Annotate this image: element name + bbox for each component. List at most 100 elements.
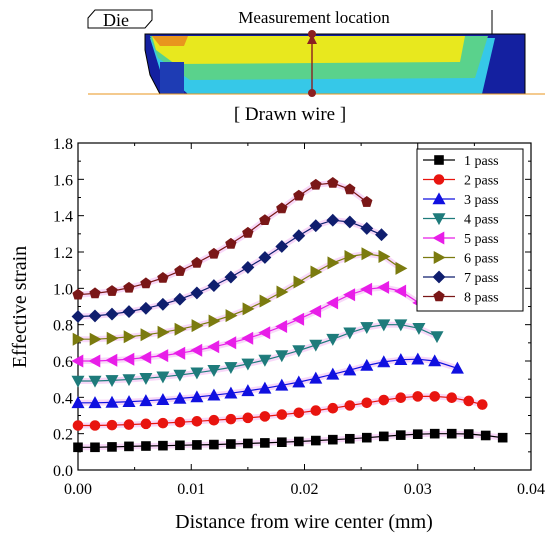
data-point — [309, 304, 322, 318]
data-point — [124, 441, 134, 452]
legend-marker — [432, 231, 445, 245]
legend-marker — [432, 213, 446, 226]
data-point — [277, 437, 287, 448]
data-point — [360, 221, 374, 235]
data-point — [190, 286, 204, 300]
data-point — [105, 353, 118, 367]
data-point — [260, 438, 270, 448]
series-4 — [71, 319, 444, 388]
data-point — [88, 396, 102, 409]
data-point — [429, 428, 440, 439]
data-point — [326, 333, 340, 346]
y-tick-label: 1.0 — [53, 281, 73, 298]
data-point — [309, 371, 323, 384]
data-point — [241, 358, 255, 371]
data-point — [209, 439, 219, 450]
data-point — [292, 345, 306, 358]
data-point — [275, 319, 288, 334]
data-point — [88, 354, 101, 368]
data-point — [71, 396, 85, 409]
data-point — [411, 352, 425, 365]
data-point — [276, 409, 288, 420]
data-point — [326, 213, 340, 227]
y-tick-label: 1.8 — [53, 136, 73, 153]
data-point — [89, 287, 101, 299]
chart: 0.00.20.40.60.81.01.21.41.61.8 0.00 0.01 0… — [9, 136, 545, 533]
data-point — [173, 346, 186, 360]
data-point — [275, 378, 289, 391]
data-point — [497, 432, 508, 443]
data-point — [361, 247, 374, 261]
data-point — [343, 327, 357, 340]
data-point — [224, 336, 237, 350]
data-point — [106, 419, 118, 431]
data-point — [191, 319, 204, 333]
data-point — [139, 301, 153, 315]
x-tick-label: 0.04 — [517, 481, 545, 498]
data-point — [156, 349, 169, 363]
legend-item: 2 pass — [423, 174, 499, 189]
data-point — [360, 282, 373, 296]
data-point — [123, 281, 135, 293]
y-tick-label: 0.2 — [53, 427, 73, 444]
data-point — [360, 322, 374, 335]
legend-marker — [432, 192, 446, 205]
legend-marker — [433, 174, 445, 185]
data-point — [242, 412, 254, 424]
data-point — [157, 325, 170, 339]
y-tick-label: 0.6 — [53, 354, 73, 371]
data-point — [361, 432, 372, 443]
data-point — [377, 319, 391, 332]
y-axis-ticks: 0.0 0.2 0.4 0.6 0.8 1.0 1.2 1.4 1.6 1.8 — [53, 136, 531, 480]
data-point — [123, 330, 136, 344]
data-point — [412, 391, 424, 402]
data-point — [394, 319, 408, 332]
contour-dark-corner — [160, 62, 184, 94]
data-point — [141, 441, 151, 451]
data-point — [242, 302, 255, 316]
data-point — [224, 270, 238, 284]
x-axis-ticks: 0.00 0.01 0.02 0.03 0.04 — [64, 143, 545, 498]
data-point — [140, 328, 153, 342]
data-point — [224, 386, 238, 399]
data-point — [190, 367, 204, 380]
legend-label: 8 pass — [464, 291, 499, 306]
data-point — [173, 292, 187, 306]
x-axis-label: Distance from wire center (mm) — [175, 511, 433, 533]
x-tick-label: 0.00 — [64, 481, 92, 498]
data-point — [344, 400, 356, 411]
series-6 — [72, 247, 408, 346]
data-point — [412, 322, 426, 335]
y-tick-label: 1.6 — [53, 172, 73, 189]
data-point — [310, 178, 322, 190]
y-tick-label: 0.0 — [53, 463, 73, 480]
data-point — [89, 332, 102, 346]
legend-label: 4 pass — [464, 213, 499, 228]
measurement-location-label: Measurement location — [238, 8, 390, 27]
data-point — [328, 434, 338, 445]
data-point — [139, 350, 152, 365]
data-point — [225, 413, 237, 425]
data-point — [327, 256, 340, 270]
data-point — [292, 229, 306, 243]
data-point — [258, 381, 272, 394]
data-point — [73, 442, 83, 453]
data-point — [122, 352, 135, 366]
data-point — [259, 294, 272, 308]
legend-marker — [432, 270, 446, 284]
data-point — [480, 430, 491, 441]
data-point — [71, 375, 85, 388]
legend-item: 3 pass — [423, 192, 499, 208]
data-point — [191, 416, 203, 427]
data-point — [326, 367, 340, 380]
data-point — [72, 288, 84, 300]
series-line — [77, 182, 368, 296]
data-point — [224, 362, 238, 375]
data-point — [412, 429, 423, 440]
data-point — [226, 439, 236, 449]
data-point — [140, 418, 152, 430]
data-point — [311, 435, 321, 446]
data-point — [377, 280, 390, 294]
data-point — [243, 438, 253, 449]
data-point — [378, 394, 390, 406]
